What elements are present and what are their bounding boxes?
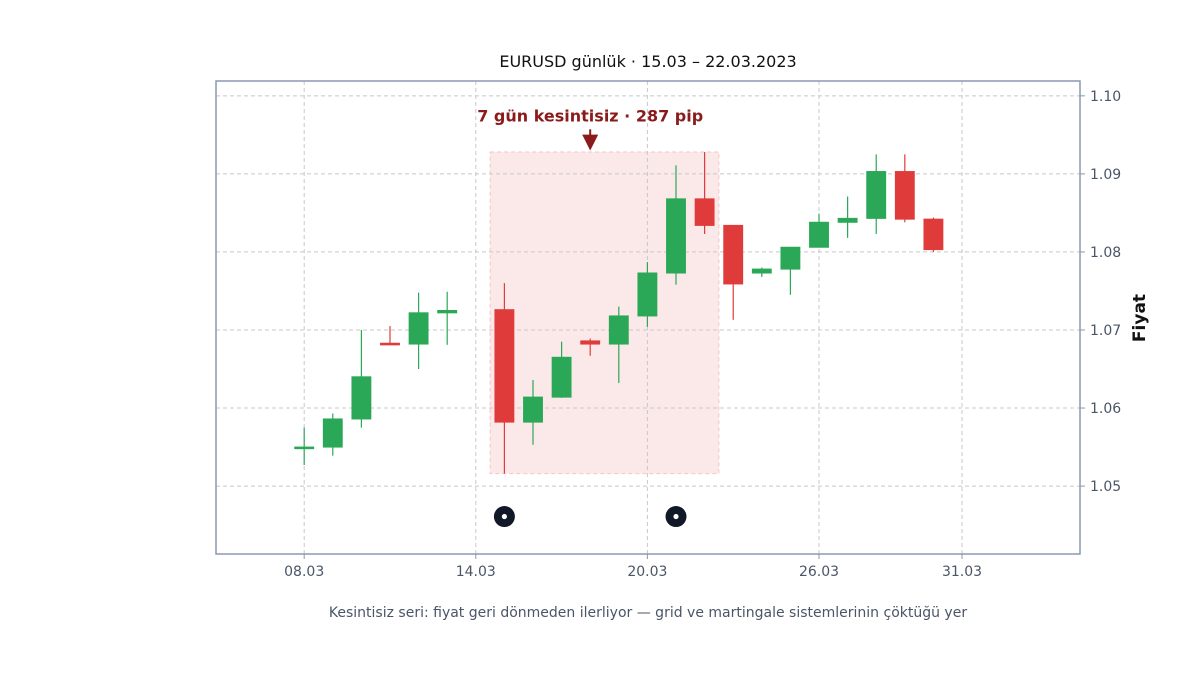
candle bbox=[923, 217, 944, 252]
streak-marker bbox=[493, 506, 515, 528]
candle-body bbox=[322, 418, 343, 448]
candle bbox=[723, 224, 744, 320]
candle-body bbox=[894, 171, 915, 220]
streak-annotation-text: 7 gün kesintisiz · 287 pip bbox=[477, 106, 703, 125]
candle bbox=[866, 154, 887, 234]
y-tick-label: 1.05 bbox=[1090, 479, 1121, 495]
x-tick-label: 31.03 bbox=[942, 564, 982, 580]
candle bbox=[351, 329, 372, 428]
y-tick-label: 1.09 bbox=[1090, 167, 1121, 183]
y-tick-label: 1.08 bbox=[1090, 245, 1121, 261]
y-tick-label: 1.06 bbox=[1090, 401, 1121, 417]
chart-title: EURUSD günlük · 15.03 – 22.03.2023 bbox=[499, 52, 796, 71]
candle bbox=[494, 283, 515, 474]
y-tick-label: 1.07 bbox=[1090, 323, 1121, 339]
candle bbox=[694, 152, 715, 234]
candle-body bbox=[380, 342, 400, 346]
candle bbox=[608, 306, 629, 384]
candle bbox=[580, 338, 601, 356]
candle-body bbox=[580, 340, 601, 345]
candle-body bbox=[780, 246, 801, 270]
candle bbox=[551, 341, 572, 398]
candle-body bbox=[723, 224, 744, 285]
candle-body bbox=[608, 315, 629, 345]
candle-body bbox=[351, 376, 372, 420]
candle-body bbox=[408, 312, 429, 345]
candle bbox=[523, 379, 543, 445]
candle bbox=[780, 246, 801, 295]
candle bbox=[809, 213, 829, 248]
candle-body bbox=[494, 309, 515, 423]
candle-body bbox=[866, 171, 887, 219]
plot-frame bbox=[215, 80, 1081, 555]
candle bbox=[408, 292, 429, 370]
candle-body bbox=[437, 309, 458, 314]
candle-body bbox=[694, 198, 715, 226]
y-axis-label: Fiyat bbox=[1130, 294, 1150, 342]
candle-body bbox=[923, 218, 944, 251]
candle bbox=[437, 291, 458, 345]
candle-body bbox=[523, 396, 543, 423]
x-tick-label: 26.03 bbox=[799, 564, 839, 580]
candle-body bbox=[551, 356, 572, 398]
candle bbox=[294, 427, 315, 466]
chart-caption: Kesintisiz seri: fiyat geri dönmeden ile… bbox=[329, 605, 967, 621]
candle-body bbox=[637, 272, 658, 317]
candle bbox=[666, 165, 686, 285]
candle-body bbox=[666, 198, 686, 274]
candle bbox=[751, 267, 772, 277]
candle-body bbox=[751, 268, 772, 274]
streak-marker bbox=[665, 506, 687, 528]
candle-body bbox=[837, 217, 858, 223]
candle bbox=[322, 413, 343, 456]
candle-body bbox=[294, 446, 315, 450]
x-tick-label: 14.03 bbox=[456, 564, 496, 580]
candle-body bbox=[809, 221, 829, 248]
candle bbox=[837, 196, 858, 238]
x-tick-label: 20.03 bbox=[627, 564, 667, 580]
streak-marker-dot bbox=[673, 513, 679, 520]
candle bbox=[380, 326, 400, 346]
x-tick-label: 08.03 bbox=[284, 564, 324, 580]
candle bbox=[894, 154, 915, 223]
streak-marker-dot bbox=[501, 513, 507, 520]
y-tick-label: 1.10 bbox=[1090, 89, 1121, 105]
candle bbox=[637, 262, 658, 327]
